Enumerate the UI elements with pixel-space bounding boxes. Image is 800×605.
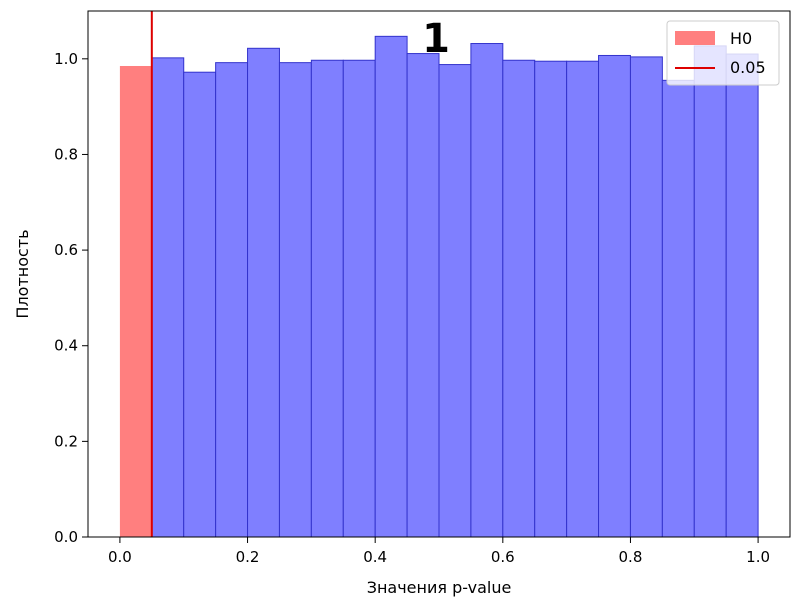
histogram-bar xyxy=(629,56,663,538)
x-tick-label: 0.2 xyxy=(236,548,260,566)
plot-frame xyxy=(87,10,791,538)
plot-area xyxy=(87,10,791,538)
x-tick-label: 0.8 xyxy=(619,548,643,566)
histogram-bar xyxy=(342,59,376,538)
chart-title: 1 xyxy=(422,16,450,62)
y-tick-label: 0.8 xyxy=(54,145,78,163)
x-axis-label: Значения p-value xyxy=(367,578,512,597)
histogram-bar xyxy=(215,62,249,538)
x-tick-label: 0.6 xyxy=(491,548,515,566)
bars-layer xyxy=(119,35,759,538)
x-tick-label: 0.4 xyxy=(363,548,387,566)
histogram-bar xyxy=(374,35,408,538)
histogram-bar xyxy=(310,59,344,538)
legend-label-h0: H0 xyxy=(730,29,752,48)
x-tick-label: 0.0 xyxy=(108,548,132,566)
y-tick-label: 0.2 xyxy=(54,432,78,450)
histogram-bar xyxy=(693,45,727,538)
y-axis-label: Плотность xyxy=(13,229,32,318)
histogram-bar xyxy=(151,57,185,538)
histogram-bar xyxy=(278,62,312,538)
y-tick-label: 1.0 xyxy=(54,50,78,68)
x-tick-label: 1.0 xyxy=(746,548,770,566)
y-tick-label: 0.0 xyxy=(54,528,78,546)
y-tick-label: 0.4 xyxy=(54,337,78,355)
histogram-bar xyxy=(438,64,472,538)
h0-bar xyxy=(119,65,152,537)
histogram-bar xyxy=(470,43,504,538)
y-tick-label: 0.6 xyxy=(54,241,78,259)
legend: H0 0.05 xyxy=(666,20,780,86)
histogram-bar xyxy=(598,54,631,538)
histogram-bar xyxy=(661,79,695,538)
y-axis: 0.0 0.2 0.4 0.6 0.8 1.0 xyxy=(54,50,88,546)
legend-label-threshold: 0.05 xyxy=(730,58,766,77)
histogram-bar xyxy=(725,53,759,538)
histogram-bar xyxy=(406,53,440,538)
histogram-bar xyxy=(566,60,600,538)
histogram-bar xyxy=(247,47,280,538)
legend-swatch-h0 xyxy=(675,31,715,45)
x-axis: 0.0 0.2 0.4 0.6 0.8 1.0 xyxy=(108,537,770,566)
histogram-bar xyxy=(534,60,568,538)
histogram-bar xyxy=(502,59,536,538)
histogram-bar xyxy=(183,71,217,538)
